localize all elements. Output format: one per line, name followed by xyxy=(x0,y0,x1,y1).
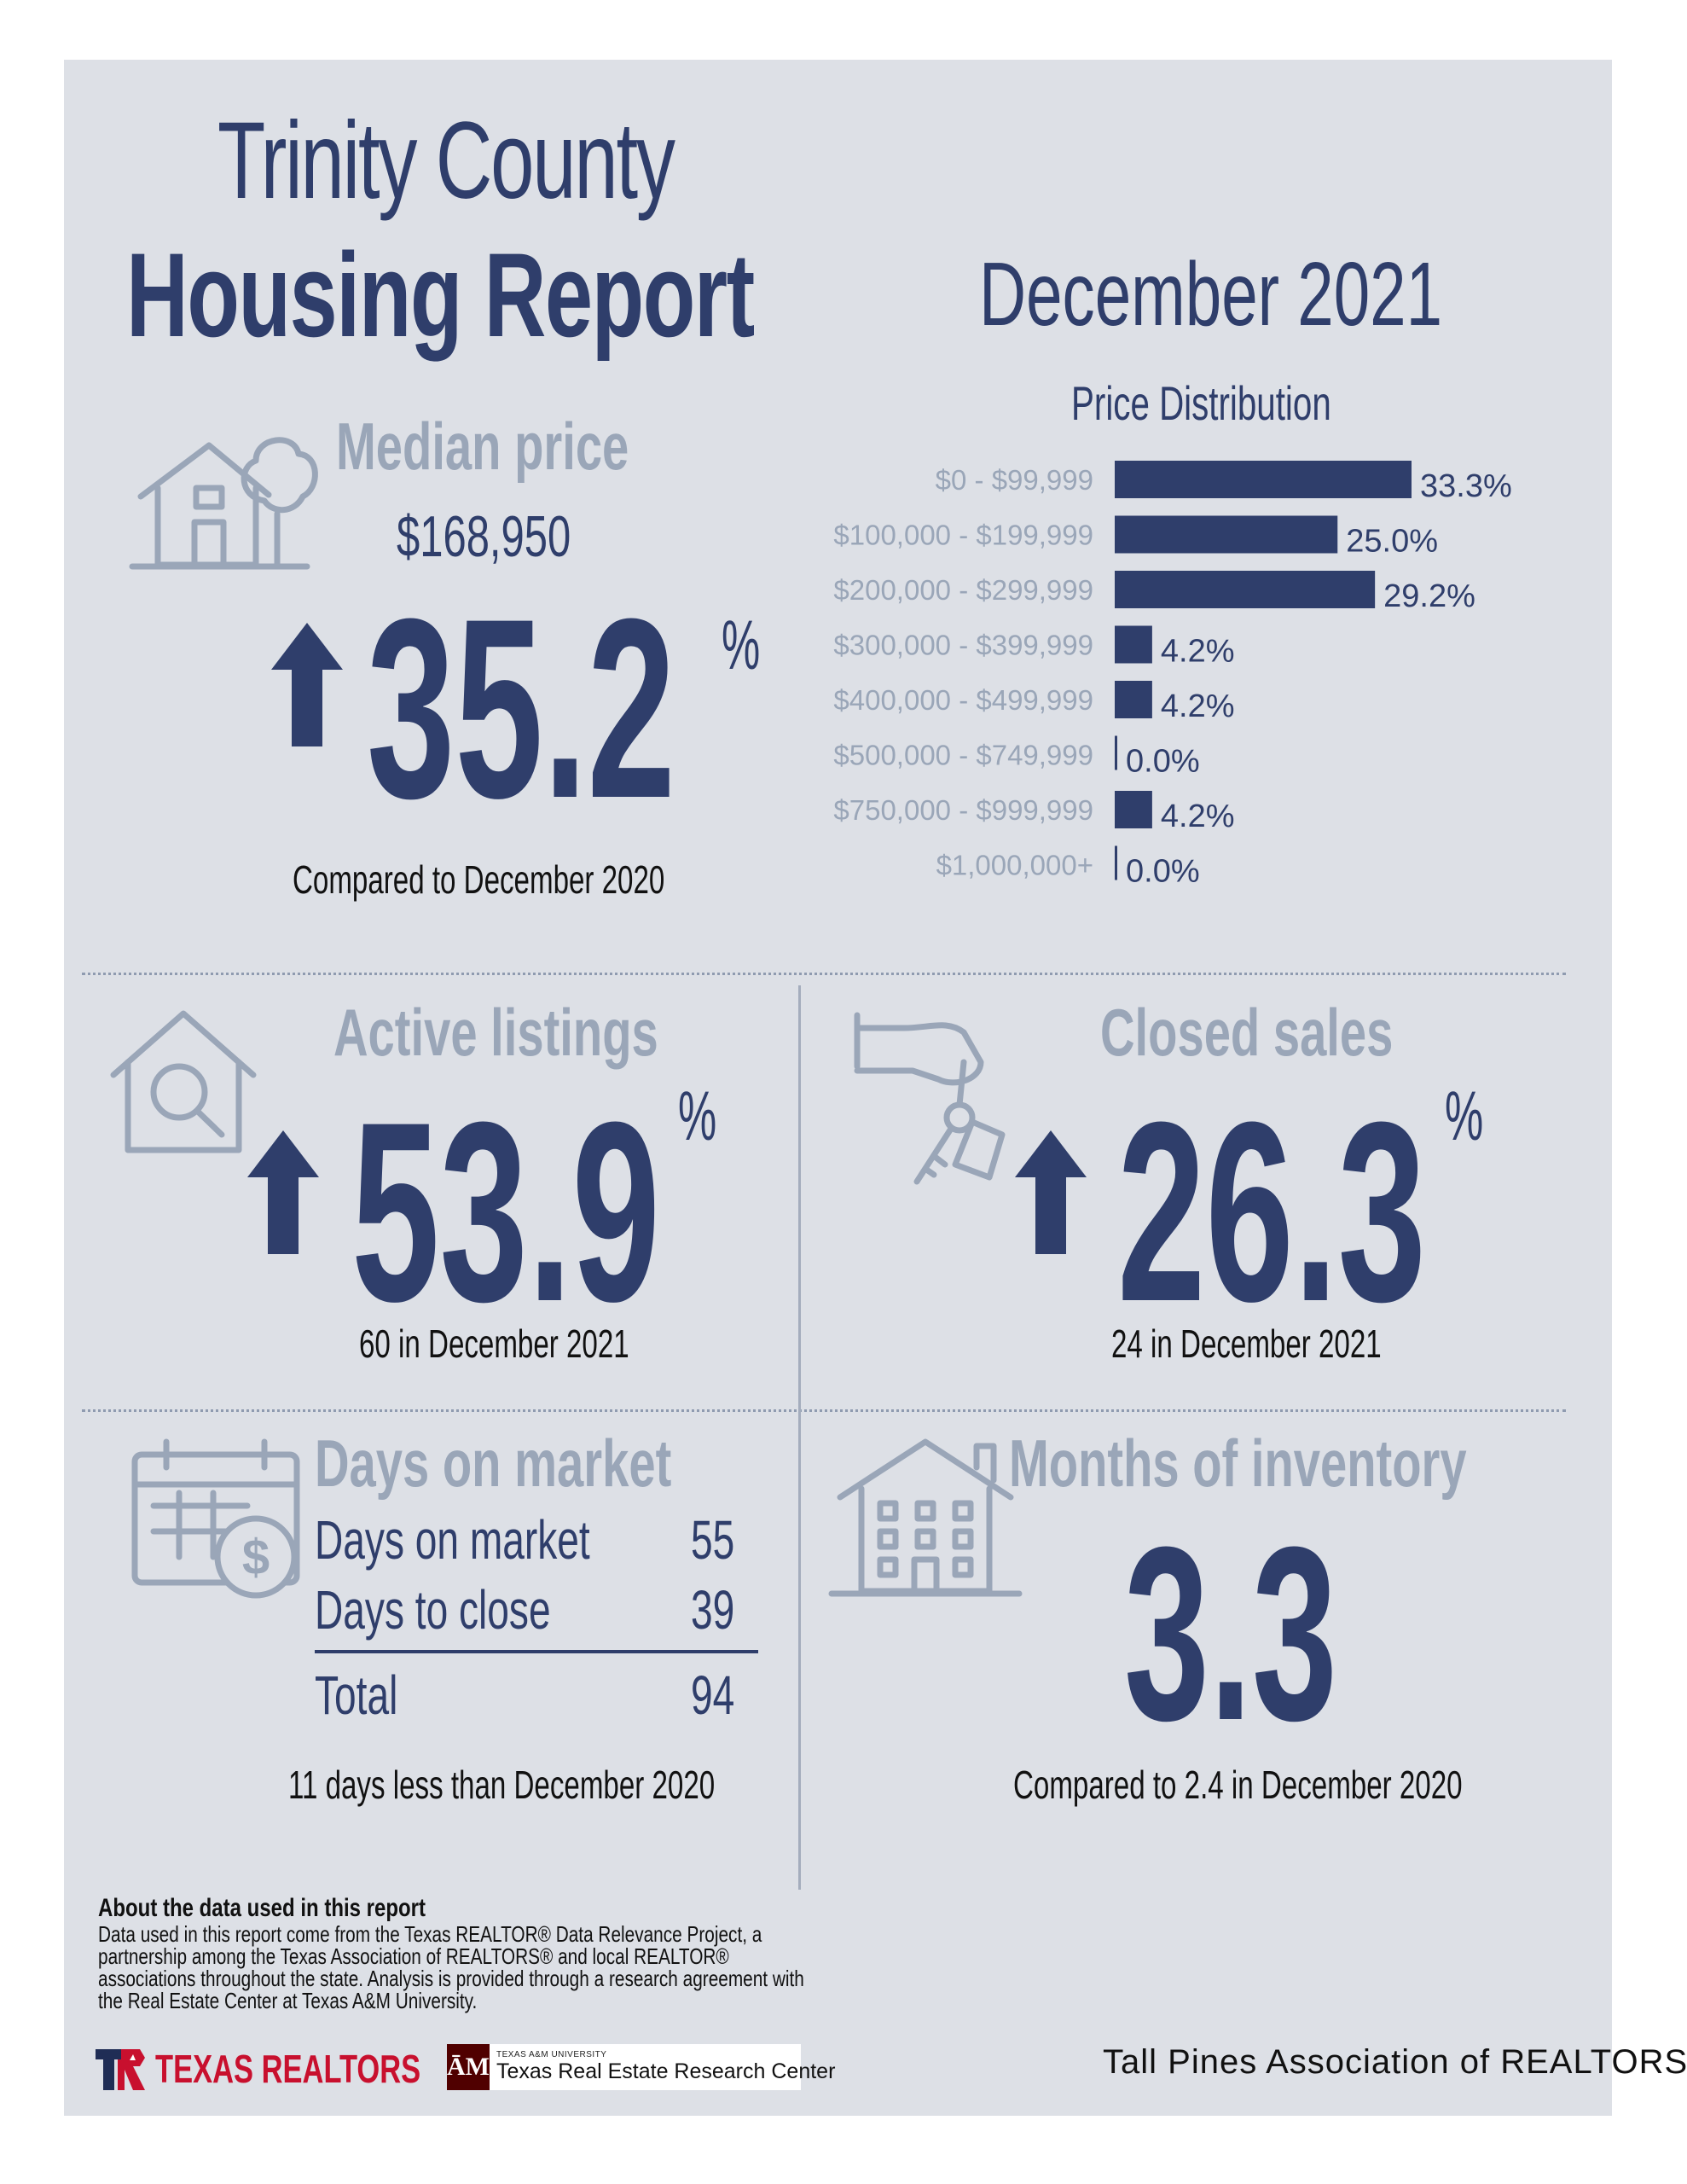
distribution-value-label: 4.2% xyxy=(1161,799,1235,834)
distribution-category-label: $300,000 - $399,999 xyxy=(833,630,1093,661)
closed-caption: 24 in December 2021 xyxy=(1111,1321,1382,1366)
distribution-category-label: $500,000 - $749,999 xyxy=(833,740,1093,771)
median-price-value: $168,950 xyxy=(397,504,571,569)
months-inventory-value: 3.3 xyxy=(1124,1496,1337,1772)
active-listings-heading: Active listings xyxy=(333,995,658,1070)
texas-realtors-logo: TEXAS REALTORS xyxy=(96,2046,509,2092)
active-change-value: 53.9 xyxy=(351,1068,661,1355)
closed-sales-heading: Closed sales xyxy=(1100,995,1394,1070)
median-change-percent: % xyxy=(722,607,761,684)
distribution-bar xyxy=(1115,571,1376,608)
report-title: Housing Report xyxy=(126,228,755,362)
days-on-market-value: 55 xyxy=(691,1509,735,1571)
distribution-bar xyxy=(1115,735,1117,770)
inventory-caption: Compared to 2.4 in December 2020 xyxy=(1013,1763,1463,1807)
distribution-bar xyxy=(1115,681,1152,718)
median-change-value: 35.2 xyxy=(367,565,676,851)
tamu-name: TEXAS A&M UNIVERSITY xyxy=(496,2050,607,2059)
distribution-value-label: 4.2% xyxy=(1161,634,1235,670)
distribution-bar xyxy=(1115,625,1152,664)
report-title-county: Trinity County xyxy=(217,100,675,222)
arrow-up-icon xyxy=(271,623,343,746)
distribution-category-label: $750,000 - $999,999 xyxy=(833,794,1093,826)
calendar-dollar-icon: $ xyxy=(131,1438,300,1599)
distribution-value-label: 25.0% xyxy=(1346,524,1438,560)
distribution-bar xyxy=(1115,461,1412,498)
divider-top xyxy=(82,973,1566,975)
arrow-up-icon xyxy=(247,1130,319,1254)
distribution-value-label: 29.2% xyxy=(1383,578,1475,614)
active-change-percent: % xyxy=(678,1077,717,1155)
distribution-category-label: $0 - $99,999 xyxy=(936,464,1093,496)
report-date: December 2021 xyxy=(979,244,1443,345)
total-label: Total xyxy=(315,1664,398,1726)
texas-realtors-mark-icon xyxy=(96,2049,145,2090)
days-on-market-heading: Days on market xyxy=(315,1426,672,1501)
distribution-bar xyxy=(1115,515,1338,554)
tamu-research-center-logo: ĀM TEXAS A&M UNIVERSITY Texas Real Estat… xyxy=(447,2044,835,2090)
distribution-category-label: $100,000 - $199,999 xyxy=(833,520,1093,551)
atm-mark-icon: ĀM xyxy=(447,2044,490,2090)
about-text: Data used in this report come from the T… xyxy=(98,1921,804,2013)
divider-middle xyxy=(82,1409,1566,1412)
distribution-value-label: 0.0% xyxy=(1126,744,1200,780)
price-distribution-title: Price Distribution xyxy=(1071,376,1331,430)
median-compare-caption: Compared to December 2020 xyxy=(293,857,665,902)
total-value: 94 xyxy=(691,1664,735,1726)
median-price-heading: Median price xyxy=(336,409,629,484)
distribution-value-label: 0.0% xyxy=(1126,854,1200,890)
hand-key-icon xyxy=(854,1012,1006,1185)
association-name: Tall Pines Association of REALTORS® xyxy=(1103,2043,1687,2081)
divider-vertical xyxy=(798,985,801,1890)
report-card xyxy=(64,60,1612,2116)
days-to-close-value: 39 xyxy=(691,1579,735,1641)
texas-realtors-wordmark: TEXAS REALTORS xyxy=(155,2047,421,2091)
apartment-building-icon xyxy=(828,1438,1023,1597)
distribution-category-label: $400,000 - $499,999 xyxy=(833,684,1093,716)
distribution-bar xyxy=(1115,791,1152,828)
total-rule xyxy=(315,1650,758,1653)
distribution-category-label: $200,000 - $299,999 xyxy=(833,574,1093,606)
research-center-name: Texas Real Estate Research Center xyxy=(496,2059,836,2083)
closed-change-value: 26.3 xyxy=(1117,1068,1427,1355)
days-on-market-label: Days on market xyxy=(315,1509,590,1571)
days-to-close-label: Days to close xyxy=(315,1579,551,1641)
arrow-up-icon xyxy=(1015,1130,1087,1254)
distribution-bar xyxy=(1115,845,1117,880)
closed-change-percent: % xyxy=(1445,1077,1484,1155)
distribution-category-label: $1,000,000+ xyxy=(936,850,1093,881)
distribution-value-label: 33.3% xyxy=(1420,468,1512,504)
distribution-value-label: 4.2% xyxy=(1161,688,1235,724)
active-caption: 60 in December 2021 xyxy=(359,1321,629,1366)
svg-text:$: $ xyxy=(242,1530,270,1585)
about-heading: About the data used in this report xyxy=(98,1894,426,1922)
dom-caption: 11 days less than December 2020 xyxy=(288,1763,716,1807)
price-distribution-chart: $0 - $99,999 33.3% $100,000 - $199,999 25.0… xyxy=(833,461,1512,890)
months-inventory-heading: Months of inventory xyxy=(1009,1426,1467,1501)
house-tree-icon xyxy=(129,437,318,570)
house-search-icon xyxy=(110,1010,257,1153)
